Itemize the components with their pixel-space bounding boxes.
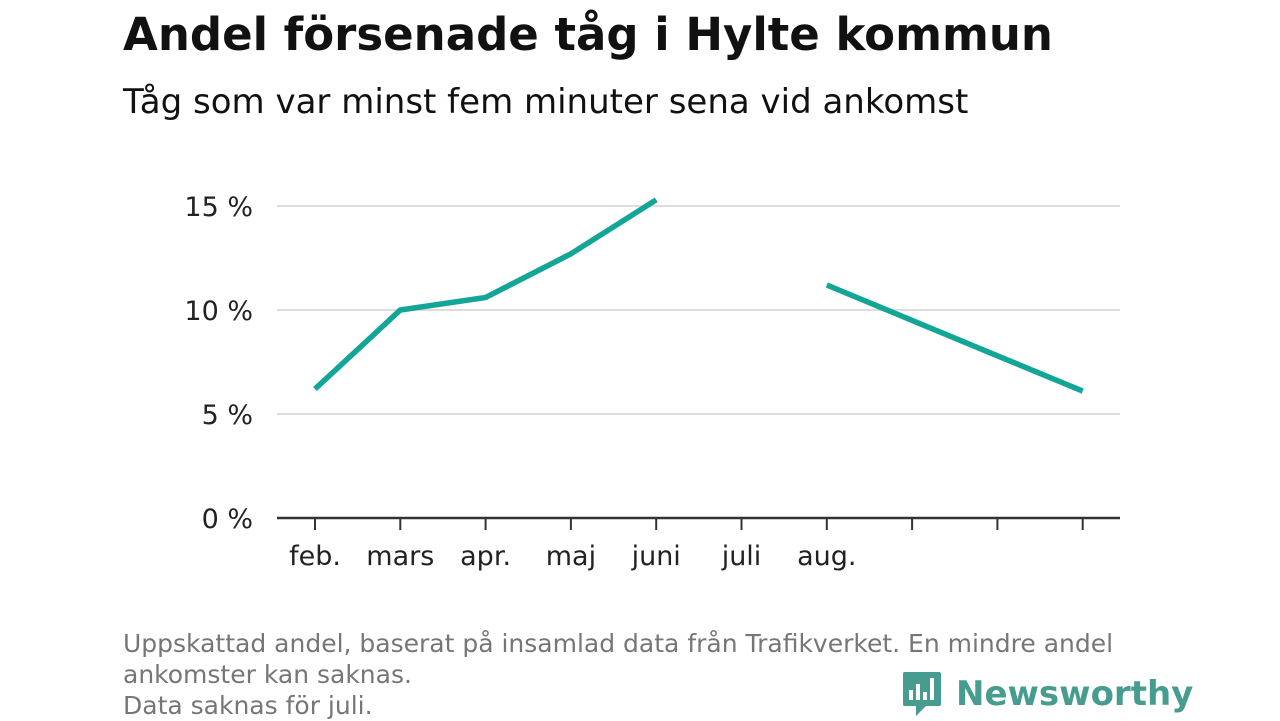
series-line [825,282,1084,394]
x-tick-label: maj [546,541,596,572]
footnote-line-3: Data saknas för juli. [123,691,373,720]
x-tick-label: feb. [289,541,341,572]
chart-subtitle: Tåg som var minst fem minuter sena vid a… [123,82,969,122]
brand-name: Newsworthy [956,674,1194,714]
footnote-line-2: ankomster kan saknas. [123,660,412,689]
chart-footnote: Uppskattad andel, baserat på insamlad da… [123,628,1153,721]
brand: Newsworthy [902,670,1193,718]
series-line [313,197,658,392]
newsworthy-logo-icon [903,672,941,716]
x-tick-label: juni [631,541,681,572]
chart-title: Andel försenade tåg i Hylte kommun [123,8,1053,61]
x-tick-label: apr. [460,541,511,572]
footnote-line-1: Uppskattad andel, baserat på insamlad da… [123,629,1114,658]
y-tick-label: 15 % [184,192,253,223]
x-tick-label: juli [721,541,762,572]
x-tick-label: mars [366,541,434,572]
y-tick-label: 0 % [202,504,253,535]
y-tick-label: 5 % [202,400,253,431]
y-tick-label: 10 % [184,296,253,327]
line-chart: 0 % 5 % 10 % 15 % feb. mars apr. maj juni juli aug… [184,192,1120,572]
x-tick-label: aug. [797,541,856,572]
